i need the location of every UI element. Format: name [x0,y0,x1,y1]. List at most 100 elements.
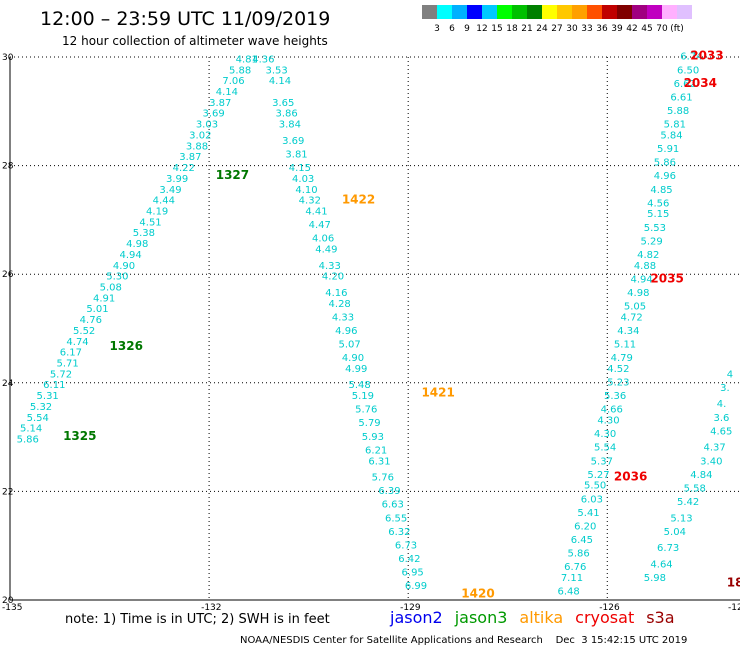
x-tick-label: -126 [599,603,620,613]
swh-value: 4.32 [299,196,321,207]
swh-value: 4.96 [654,171,676,182]
x-tick-label: -132 [201,603,221,613]
swh-value: 4.14 [216,87,238,98]
swh-value: 7.06 [222,76,244,87]
swh-value: 6.50 [677,65,699,76]
swh-value: 5.31 [37,391,59,402]
legend-label: 30 [566,24,578,34]
swh-value: 3.03 [196,120,218,131]
swh-value: 5.50 [584,481,606,492]
swh-value: 4.74 [66,337,88,348]
swh-value: 5.54 [594,443,616,454]
pass-time-label: 1420 [461,586,494,600]
swh-value: 5.79 [358,418,380,429]
swh-value: 4.81 [236,54,258,65]
y-tick-label: 30 [2,53,14,63]
legend-swatch [512,5,527,19]
satellite-legend-altika: altika [519,608,564,627]
swh-value: 5.48 [348,380,370,391]
y-tick-label: 26 [2,270,14,280]
swh-value: 5.58 [684,483,706,494]
swh-value: 3.49 [159,185,181,196]
swh-value: 4.47 [309,220,331,231]
swh-value: 3.88 [186,141,208,152]
swh-value: 4.96 [335,326,357,337]
satellite-legend-s3a: s3a [646,608,675,627]
legend-swatch [527,5,542,19]
swh-value: 6.76 [564,562,586,573]
swh-value: 6.74 [680,52,702,63]
swh-value: 5.93 [362,432,384,443]
legend-label: 45 [641,24,653,34]
swh-value: 6.95 [402,568,424,579]
pass-time-label: 2035 [650,271,683,285]
swh-value: 4.52 [607,364,629,375]
swh-value: 4. [717,399,727,410]
swh-value: 6.20 [574,521,596,532]
swh-value: 5.30 [106,272,128,283]
swh-value: 5.32 [30,402,52,413]
swh-value: 4.94 [631,274,653,285]
swh-value: 4 [727,369,733,380]
swh-value: 6.17 [60,348,82,359]
swh-value: 3. [720,383,730,394]
swh-value: 5.41 [577,508,599,519]
legend-label: 12 [476,24,488,34]
swh-value: 6.45 [571,535,593,546]
legend-swatch [482,5,497,19]
swh-value: 3.81 [285,149,307,160]
legend-label: 15 [491,24,503,34]
x-tick-label: -129 [400,603,421,613]
legend-label: 9 [464,24,470,34]
legend-label: 3 [434,24,440,34]
swh-value: 6.31 [368,456,390,467]
swh-value: 3.02 [189,130,211,141]
swh-value: 5.76 [372,473,394,484]
swh-value: 4.94 [120,250,142,261]
swh-value: 3.40 [700,456,722,467]
swh-value: 4.90 [342,353,364,364]
swh-value: 5.84 [660,130,682,141]
swh-value: 4.03 [292,174,314,185]
swh-value: 4.30 [594,429,616,440]
swh-value: 5.52 [73,326,95,337]
swh-value: 4.49 [315,244,337,255]
swh-value: 3.65 [272,98,294,109]
swh-value: 5.04 [664,527,686,538]
swh-value: 4.10 [295,185,317,196]
x-tick-label: -135 [2,603,22,613]
swh-value: 5.15 [647,209,669,220]
legend-label: (ft) [670,24,684,34]
legend-label: 24 [536,24,548,34]
legend-swatch [437,5,452,19]
swh-value: 6.99 [405,581,427,592]
swh-value: 3.69 [282,136,304,147]
swh-value: 5.88 [667,106,689,117]
swh-value: 5.27 [587,470,609,481]
swh-value: 5.54 [27,413,49,424]
swh-value: 5.07 [339,340,361,351]
legend-swatch [632,5,647,19]
swh-value: 4.41 [305,206,327,217]
swh-value: 5.29 [640,236,662,247]
swh-value: 6.73 [657,543,679,554]
satellite-legend-jason2: jason2 [390,608,443,627]
legend-swatch [572,5,587,19]
swh-value: 4.98 [126,239,148,250]
swh-value: 5.13 [670,513,692,524]
swh-value: 4.30 [597,416,619,427]
swh-value: 6.11 [43,380,65,391]
swh-value: 6.03 [581,494,603,505]
swh-value: 3.84 [279,120,301,131]
pass-time-label: 1327 [216,168,249,182]
legend-label: 27 [551,24,563,34]
swh-value: 4.56 [647,198,669,209]
swh-value: 4.44 [153,196,175,207]
map-subtitle: 12 hour collection of altimeter wave hei… [62,34,328,48]
swh-value: 4.20 [322,272,344,283]
legend-swatch [617,5,632,19]
satellite-legend-jason3: jason3 [454,608,508,627]
legend-label: 70 [656,24,668,34]
swh-value: 5.86 [17,435,39,446]
